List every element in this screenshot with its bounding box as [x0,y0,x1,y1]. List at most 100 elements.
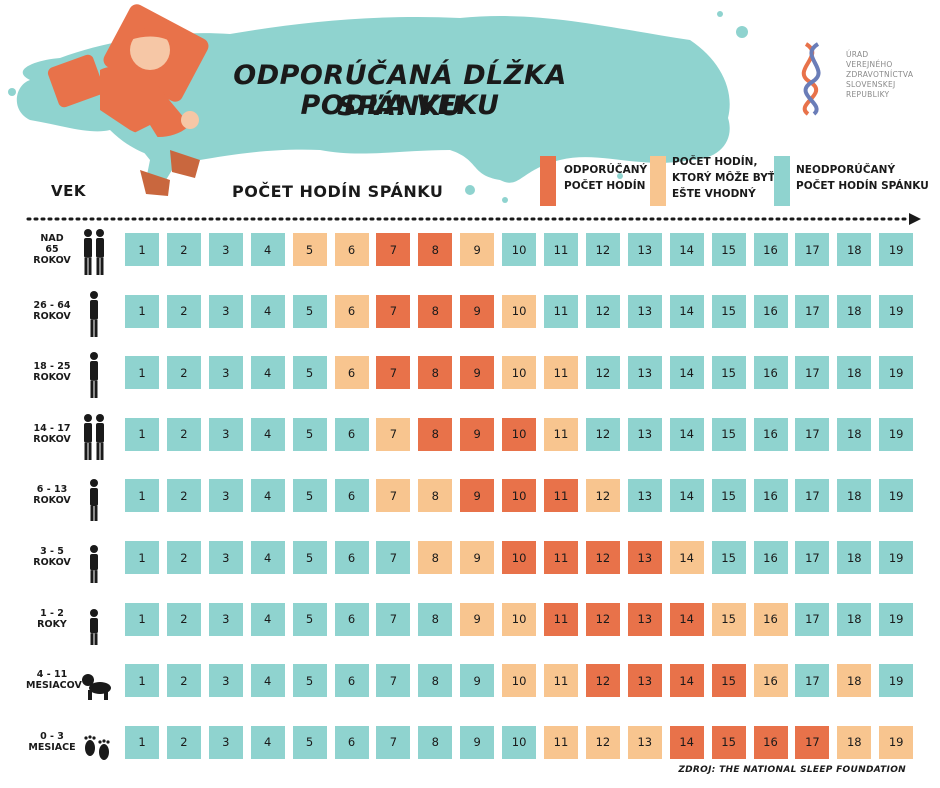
hour-cell-not-recommended: 4 [250,541,285,574]
age-label-line: ROKOV [33,495,71,507]
hour-cell-not-recommended: 18 [837,356,872,390]
age-label-line: 0 - 3 [40,730,64,742]
hour-cell-not-recommended: 13 [627,479,662,513]
hour-cell-not-recommended: 3 [208,417,243,451]
hour-cell-not-recommended: 6 [334,479,369,513]
crawling-baby-icon [82,674,111,701]
hour-cell-not-recommended: 2 [166,602,201,636]
age-label: 4 - 11 MESIACOV [26,669,82,691]
hour-cell-not-recommended: 2 [166,479,201,513]
hour-cell-appropriate: 11 [544,725,578,759]
hour-cell-not-recommended: 6 [334,725,369,759]
hour-cell-appropriate: 7 [376,479,411,513]
hour-cell-not-recommended: 10 [502,725,537,759]
hour-cell-not-recommended: 3 [208,664,243,698]
hour-cell-appropriate: 7 [376,417,411,451]
hour-cell-not-recommended: 4 [250,233,285,266]
hour-cell-appropriate: 11 [544,417,578,451]
adult-man-icon [90,290,98,337]
hour-cell-not-recommended: 2 [166,294,201,328]
hour-cell-not-recommended: 3 [208,294,243,328]
hour-cell-not-recommended: 5 [292,356,327,390]
young-woman-icon [90,352,98,399]
hour-cell-recommended: 12 [585,664,620,698]
hour-cell-not-recommended: 9 [460,664,495,698]
hour-cell-recommended: 8 [418,294,453,328]
hour-cell-not-recommended: 18 [837,479,872,513]
teen-couple-icon [84,413,104,460]
hour-cell-not-recommended: 4 [250,479,285,513]
hour-cell-recommended: 10 [502,541,537,574]
hour-cell-recommended: 9 [460,356,495,390]
hour-cell-recommended: 11 [544,541,578,574]
hour-cell-recommended: 13 [627,664,662,698]
hour-cell-not-recommended: 3 [208,233,243,266]
logo-line: ZDRAVOTNÍCTVA [846,70,914,79]
hour-cell-appropriate: 12 [585,479,620,513]
hour-cell-appropriate: 14 [669,541,704,574]
hour-cell-not-recommended: 3 [208,725,243,759]
hour-cell-not-recommended: 15 [711,541,746,574]
legend-swatch-appropriate [650,156,666,206]
hour-cell-not-recommended: 16 [753,479,788,513]
hour-cell-not-recommended: 5 [292,664,327,698]
hour-cell-not-recommended: 3 [208,541,243,574]
elderly-couple-icon [84,229,104,275]
hour-cell-not-recommended: 6 [334,664,369,698]
hour-cell-not-recommended: 16 [753,541,788,574]
hour-cell-not-recommended: 3 [208,602,243,636]
hour-cell-not-recommended: 15 [711,233,746,266]
age-label-line: ROKOV [33,433,71,445]
age-label: 26 - 64 ROKOV [26,300,78,322]
hour-cell-not-recommended: 4 [250,356,285,390]
hour-cell-appropriate: 11 [544,664,578,698]
hour-cell-not-recommended: 7 [376,664,411,698]
hour-cell-not-recommended: 2 [166,725,201,759]
hour-cell-not-recommended: 11 [544,233,578,266]
hour-cell-appropriate: 18 [837,725,872,759]
legend-swatch-recommended [540,156,556,206]
hour-cell-not-recommended: 5 [292,602,327,636]
hour-cell-not-recommended: 15 [711,294,746,328]
hour-cell-not-recommended: 3 [208,479,243,513]
age-label: 14 - 17 ROKOV [26,423,78,445]
hour-cell-recommended: 11 [544,602,578,636]
hour-cell-not-recommended: 4 [250,602,285,636]
hour-cell-appropriate: 10 [502,356,537,390]
hour-cell-appropriate: 10 [502,664,537,698]
hour-cell-not-recommended: 17 [795,664,830,698]
hour-cell-not-recommended: 1 [125,664,159,698]
hour-cell-appropriate: 11 [544,356,578,390]
hour-cell-not-recommended: 4 [250,294,285,328]
hour-cell-not-recommended: 14 [669,294,704,328]
hour-cell-recommended: 9 [460,294,495,328]
age-label-line: 1 - 2 [40,607,64,619]
hour-cell-not-recommended: 1 [125,356,159,390]
hour-cell-appropriate: 19 [879,725,914,759]
paint-splatter [502,197,508,203]
hour-cell-recommended: 8 [418,233,453,266]
age-label-line: 14 - 17 [33,422,71,434]
hour-cell-appropriate: 10 [502,602,537,636]
hour-cell-not-recommended: 5 [292,541,327,574]
age-label: 1 - 2 ROKY [26,608,78,630]
hour-cell-not-recommended: 18 [837,233,872,266]
hour-cell-not-recommended: 13 [627,356,662,390]
age-label: 0 - 3 MESIACE [26,731,78,753]
hour-cell-not-recommended: 4 [250,664,285,698]
hour-cell-appropriate: 12 [585,725,620,759]
age-label-line: ROKOV [33,310,71,322]
legend-label-appropriate: POČET HODÍN, KTORÝ MÔŽE BYŤ EŠTE VHODNÝ [672,154,775,202]
hour-cell-not-recommended: 6 [334,417,369,451]
age-label-line: ROKOV [33,557,71,568]
age-label: 3 - 5 ROKOV [26,546,78,568]
hour-cell-not-recommended: 1 [125,541,159,574]
hour-cell-not-recommended: 14 [669,356,704,390]
hour-cell-not-recommended: 19 [879,417,914,451]
hour-cell-not-recommended: 1 [125,294,159,328]
hour-cell-not-recommended: 8 [418,602,453,636]
legend-line: KTORÝ MÔŽE BYŤ [672,172,776,184]
hour-cell-not-recommended: 11 [544,294,578,328]
hour-cell-not-recommended: 15 [711,356,746,390]
